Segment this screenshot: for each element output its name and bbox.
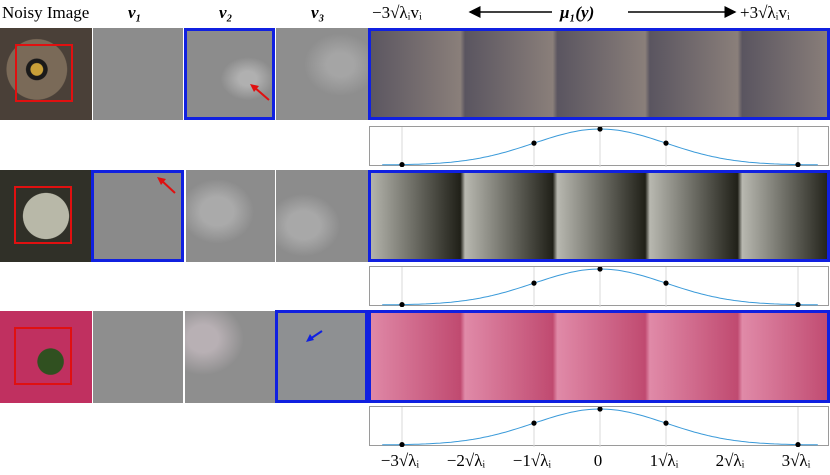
x-tick-minus-3: −3√λᵢ	[380, 451, 420, 470]
sample-point	[663, 280, 669, 286]
distribution-plot-row2	[369, 266, 829, 307]
pc-image-v3-row3	[275, 310, 368, 403]
pc-image-v2-row2	[186, 170, 275, 262]
gaussian-curve	[382, 127, 818, 167]
x-tick-2: 2√λᵢ	[715, 451, 745, 470]
header-v3: v₃	[311, 3, 325, 22]
header-arrows	[468, 6, 737, 18]
sample-point	[531, 280, 537, 286]
sample-point	[597, 407, 603, 412]
pc-image-v1-row1	[93, 28, 183, 120]
x-tick-0: 0	[593, 451, 603, 470]
header-v1: v₁	[128, 3, 142, 22]
x-tick-minus-1: −1√λᵢ	[512, 451, 552, 470]
gaussian-curve	[382, 407, 818, 447]
sample-point	[597, 267, 603, 272]
pc-image-v1-row2	[91, 170, 184, 262]
sample-point	[399, 162, 405, 167]
sample-point	[597, 127, 603, 132]
gaussian-curve	[382, 267, 818, 307]
pc-image-v3-row1	[276, 28, 368, 120]
crop-box	[14, 186, 72, 244]
noisy-image-lace	[0, 170, 92, 262]
noisy-image-owl	[0, 28, 92, 120]
red-arrow	[250, 84, 270, 101]
crop-box	[15, 44, 73, 102]
sample-point	[399, 302, 405, 307]
distribution-plot-row3	[369, 406, 829, 447]
pc-image-v3-row2	[276, 170, 368, 262]
pc-image-v2-row3	[185, 311, 275, 403]
pc-image-v2-row1	[184, 28, 275, 120]
header-noisy-image: Noisy Image	[2, 3, 90, 22]
variation-strip-row1	[368, 28, 830, 120]
header-mean: μ₁(y)	[560, 3, 595, 22]
blue-arrow	[306, 330, 323, 342]
x-tick-minus-2: −2√λᵢ	[446, 451, 486, 470]
sample-point	[663, 420, 669, 426]
crop-box	[14, 327, 72, 385]
header-v2: v₂	[219, 3, 233, 22]
x-tick-1: 1√λᵢ	[649, 451, 679, 470]
sample-point	[663, 140, 669, 146]
red-arrow	[157, 177, 176, 194]
header-minus-3-sigma: −3√λᵢvᵢ	[372, 3, 422, 22]
pc-image-v1-row3	[93, 311, 183, 403]
sample-point	[531, 420, 537, 426]
noisy-image-flower	[0, 311, 92, 403]
x-tick-3: 3√λᵢ	[781, 451, 811, 470]
sample-point	[531, 140, 537, 146]
variation-strip-row2	[368, 170, 830, 262]
sample-point	[795, 302, 801, 307]
variation-strip-row3	[368, 310, 830, 403]
header-plus-3-sigma: +3√λᵢvᵢ	[740, 3, 790, 22]
sample-point	[795, 442, 801, 447]
sample-point	[399, 442, 405, 447]
sample-point	[795, 162, 801, 167]
distribution-plot-row1	[369, 126, 829, 167]
